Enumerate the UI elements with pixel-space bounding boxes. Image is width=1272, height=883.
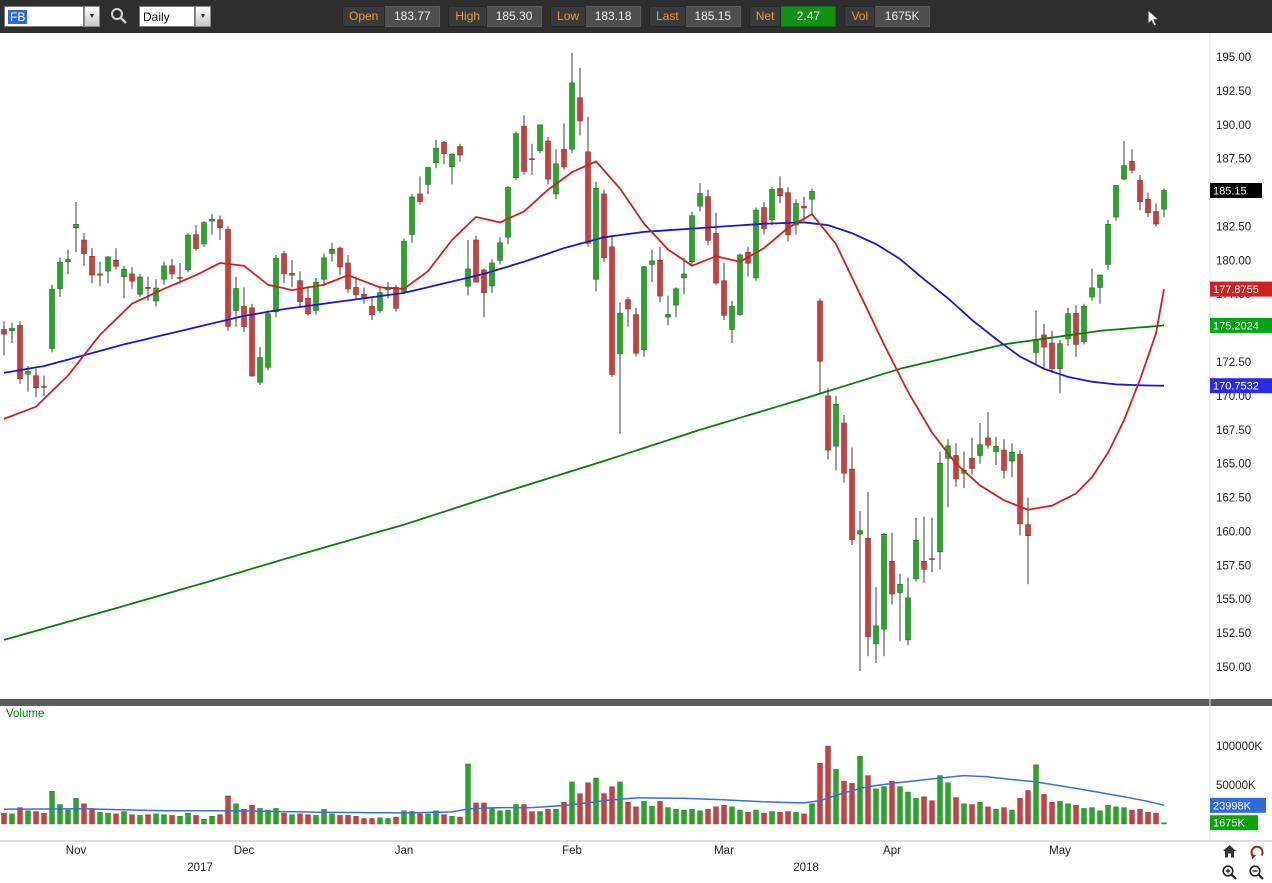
period-dropdown-button[interactable]: ▼: [195, 6, 211, 27]
symbol-combo: FB ▼: [4, 6, 100, 27]
zoom-in-icon: [1221, 865, 1237, 880]
ma-200-price-label: 175.2024: [1210, 317, 1272, 333]
ma-fast-price-label: 177.8755: [1210, 281, 1272, 297]
svg-text:190.00: 190.00: [1216, 120, 1251, 132]
quote-pair: Open 183.77: [342, 6, 441, 27]
quote-pair: Low 183.18: [550, 6, 642, 27]
quote-pair: Net 2.47: [748, 6, 837, 27]
volume-axis: 100000K 50000K: [1216, 741, 1262, 792]
quote-label: Open: [342, 6, 386, 27]
svg-text:2018: 2018: [793, 862, 819, 874]
svg-text:157.50: 157.50: [1216, 560, 1251, 572]
quote-value: 183.18: [586, 6, 642, 27]
price-axis: 195.00192.50190.00187.50185.00182.50180.…: [1216, 52, 1251, 674]
svg-text:152.50: 152.50: [1216, 628, 1251, 640]
zoom-out-button[interactable]: [1245, 864, 1267, 883]
svg-text:172.50: 172.50: [1216, 357, 1251, 369]
quote-label: High: [448, 6, 488, 27]
svg-text:165.00: 165.00: [1216, 459, 1251, 471]
ma-200-line: [3, 324, 1165, 641]
quote-value: 1675K: [875, 6, 931, 27]
svg-text:160.00: 160.00: [1216, 526, 1251, 538]
svg-text:177.8755: 177.8755: [1213, 284, 1259, 296]
quote-label: Last: [649, 6, 686, 27]
svg-text:162.50: 162.50: [1216, 493, 1251, 505]
svg-text:175.2024: 175.2024: [1213, 320, 1259, 332]
period-select[interactable]: Daily: [139, 6, 195, 27]
svg-text:155.00: 155.00: [1216, 594, 1251, 606]
svg-text:195.00: 195.00: [1216, 52, 1251, 64]
svg-text:Feb: Feb: [562, 845, 582, 857]
volume-title: Volume: [6, 708, 44, 720]
period-combo: Daily ▼: [139, 6, 211, 27]
quote-label: Net: [748, 6, 782, 27]
last-price-label: 185.15: [1210, 183, 1262, 198]
candle-wicks: [3, 52, 1165, 672]
price-chart[interactable]: 195.00192.50190.00187.50185.00182.50180.…: [0, 33, 1272, 883]
quote-value: 2.47: [781, 6, 837, 27]
svg-text:Jan: Jan: [395, 845, 414, 857]
ma-fast-line: [3, 160, 1165, 511]
panel-separator: [0, 699, 1272, 706]
svg-text:2017: 2017: [187, 862, 213, 874]
svg-text:187.50: 187.50: [1216, 154, 1251, 166]
search-icon: [111, 7, 127, 24]
quote-label: Low: [550, 6, 587, 27]
ma-slow-price-label: 170.7532: [1210, 378, 1272, 394]
svg-text:May: May: [1049, 845, 1071, 857]
quote-pair: High 185.30: [448, 6, 543, 27]
svg-text:170.00: 170.00: [1216, 391, 1251, 403]
svg-text:Nov: Nov: [66, 845, 87, 857]
svg-text:100000K: 100000K: [1216, 741, 1262, 753]
time-axis: Nov Dec Jan Feb Mar Apr May 2017 2018: [66, 845, 1071, 874]
svg-text:Dec: Dec: [234, 845, 255, 857]
svg-text:185.15: 185.15: [1213, 186, 1247, 198]
svg-text:182.50: 182.50: [1216, 221, 1251, 233]
svg-text:50000K: 50000K: [1216, 780, 1256, 792]
home-icon: [1222, 845, 1236, 858]
quote-value: 185.30: [487, 6, 543, 27]
svg-text:170.7532: 170.7532: [1213, 381, 1259, 393]
toolbar: FB ▼ Daily ▼ Open 183.77 High 185.30 Low 183.…: [0, 0, 1272, 33]
chevron-down-icon: ▼: [88, 13, 96, 20]
svg-text:167.50: 167.50: [1216, 425, 1251, 437]
svg-text:Mar: Mar: [714, 845, 734, 857]
symbol-text: FB: [8, 9, 28, 24]
back-arrow-icon: [1250, 845, 1264, 860]
search-button[interactable]: [107, 4, 130, 30]
svg-text:180.00: 180.00: [1216, 255, 1251, 267]
volume-ma-line: [3, 774, 1165, 814]
volume-bars: [1, 745, 1167, 825]
quote-strip: Open 183.77 High 185.30 Low 183.18 Last 185.15 N…: [342, 0, 938, 33]
volume-ma-label: 23998K: [1210, 797, 1266, 813]
svg-text:150.00: 150.00: [1216, 662, 1251, 674]
home-button[interactable]: [1218, 843, 1240, 862]
zoom-out-icon: [1248, 865, 1264, 880]
symbol-input[interactable]: FB: [4, 6, 84, 27]
svg-text:1675K: 1675K: [1213, 818, 1245, 830]
svg-text:192.50: 192.50: [1216, 86, 1251, 98]
quote-pair: Vol 1675K: [844, 6, 931, 27]
chart-area: 195.00192.50190.00187.50185.00182.50180.…: [0, 33, 1272, 883]
quote-pair: Last 185.15: [649, 6, 741, 27]
volume-last-label: 1675K: [1210, 815, 1258, 831]
svg-text:23998K: 23998K: [1213, 800, 1252, 812]
quote-value: 185.15: [685, 6, 741, 27]
ma-slow-line: [3, 221, 1165, 387]
chevron-down-icon: ▼: [199, 13, 207, 20]
back-button[interactable]: [1245, 843, 1267, 862]
quote-value: 183.77: [385, 6, 441, 27]
zoom-in-button[interactable]: [1218, 864, 1240, 883]
symbol-dropdown-button[interactable]: ▼: [84, 6, 100, 27]
quote-label: Vol: [844, 6, 876, 27]
svg-text:Apr: Apr: [883, 845, 901, 857]
